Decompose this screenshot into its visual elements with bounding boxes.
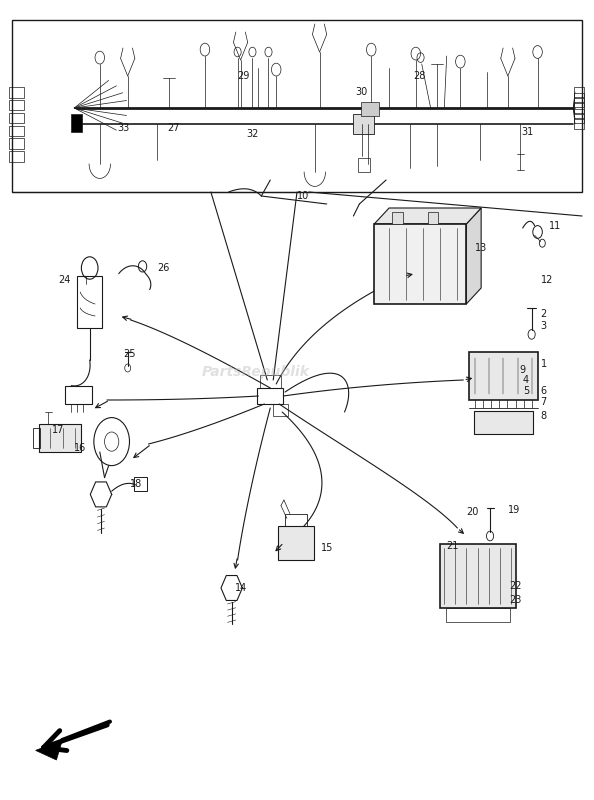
Bar xyxy=(358,158,370,172)
Bar xyxy=(469,352,538,400)
Bar xyxy=(9,87,24,98)
Text: 4: 4 xyxy=(523,375,529,385)
Bar xyxy=(257,388,283,404)
Bar xyxy=(278,526,314,560)
Bar xyxy=(9,100,24,110)
Bar xyxy=(574,103,584,113)
Text: 16: 16 xyxy=(74,443,87,453)
Text: 32: 32 xyxy=(247,130,259,139)
Bar xyxy=(440,544,516,608)
Text: 7: 7 xyxy=(541,398,547,407)
Bar xyxy=(71,114,82,132)
Text: 14: 14 xyxy=(235,583,247,593)
Text: PartsRepublik: PartsRepublik xyxy=(201,365,309,379)
Text: 24: 24 xyxy=(58,275,71,285)
Bar xyxy=(9,113,24,123)
Text: 1: 1 xyxy=(541,359,546,369)
Text: 2: 2 xyxy=(541,309,547,318)
Text: 18: 18 xyxy=(129,479,142,489)
Text: 15: 15 xyxy=(321,543,333,553)
Bar xyxy=(574,109,584,118)
Polygon shape xyxy=(36,740,62,760)
Polygon shape xyxy=(374,208,481,224)
Text: 12: 12 xyxy=(541,275,553,285)
Bar xyxy=(574,114,584,123)
Text: 23: 23 xyxy=(510,595,522,605)
Text: 30: 30 xyxy=(355,87,368,97)
Bar xyxy=(260,375,281,388)
Bar xyxy=(392,212,403,224)
Bar xyxy=(12,20,582,192)
Text: 6: 6 xyxy=(541,386,546,396)
Text: 21: 21 xyxy=(447,541,459,550)
Bar xyxy=(9,151,24,162)
Text: 11: 11 xyxy=(549,221,562,230)
Text: 31: 31 xyxy=(522,127,534,137)
Bar xyxy=(39,424,81,452)
Text: 10: 10 xyxy=(297,191,309,201)
Text: 26: 26 xyxy=(157,263,170,273)
Bar xyxy=(33,428,40,448)
Text: 25: 25 xyxy=(124,349,136,358)
Bar xyxy=(361,102,379,116)
Text: 3: 3 xyxy=(541,322,546,331)
Bar xyxy=(374,224,466,304)
Bar xyxy=(9,138,24,149)
Text: 33: 33 xyxy=(118,123,130,133)
Text: 5: 5 xyxy=(523,386,529,396)
Bar xyxy=(134,477,147,491)
Bar xyxy=(574,98,584,107)
Bar xyxy=(574,93,584,102)
Bar xyxy=(474,411,533,434)
Bar xyxy=(353,114,374,134)
Text: 19: 19 xyxy=(508,505,520,514)
Bar xyxy=(428,212,438,224)
Text: 20: 20 xyxy=(466,507,479,517)
Bar xyxy=(446,608,510,622)
Bar xyxy=(273,404,288,416)
Text: 9: 9 xyxy=(520,365,526,374)
Bar xyxy=(77,276,102,328)
Polygon shape xyxy=(466,208,481,304)
Bar xyxy=(65,386,92,404)
Bar xyxy=(574,119,584,129)
Text: 17: 17 xyxy=(52,426,65,435)
Bar xyxy=(574,87,584,97)
Text: 8: 8 xyxy=(541,411,546,421)
Text: 27: 27 xyxy=(168,123,180,133)
Text: 29: 29 xyxy=(238,71,250,81)
Text: 28: 28 xyxy=(413,71,425,81)
Text: 13: 13 xyxy=(475,243,488,253)
Bar xyxy=(9,126,24,136)
Text: 22: 22 xyxy=(510,581,522,590)
Bar xyxy=(285,514,307,526)
